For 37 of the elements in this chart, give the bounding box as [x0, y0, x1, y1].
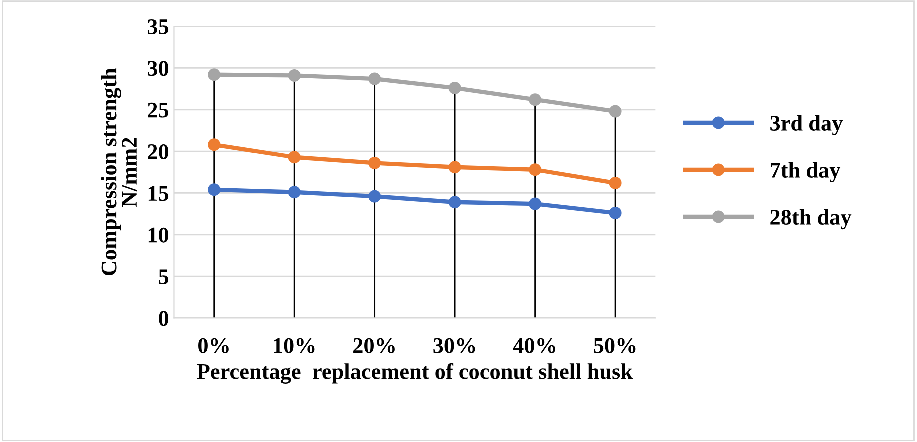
point [529, 94, 542, 106]
x-tick-label: 0% [198, 338, 229, 354]
point [288, 186, 301, 199]
y-tick-label: 10 [148, 228, 169, 243]
y-tick-label: 0 [159, 311, 169, 326]
point [609, 176, 622, 190]
y-tick-label: 30 [148, 61, 169, 76]
point [368, 190, 382, 203]
legend-label: 7th day [771, 162, 841, 183]
point [208, 184, 221, 196]
point [529, 198, 542, 210]
point [368, 156, 382, 170]
legend-label: 3rd day [770, 115, 843, 136]
point [288, 151, 301, 164]
x-tick-label: 30% [434, 338, 476, 354]
point [448, 196, 462, 209]
point [529, 164, 542, 176]
y-tick-label: 5 [159, 270, 169, 284]
point [448, 161, 462, 174]
y-tick-label: 35 [148, 20, 169, 34]
x-axis-title: Percentage replacement of coconut shell husk [197, 363, 633, 384]
y-tick-label: 15 [148, 186, 169, 202]
y-tick-label: 20 [148, 144, 169, 160]
point [288, 69, 301, 82]
point [208, 68, 221, 82]
point [448, 82, 462, 94]
x-tick-label: 40% [513, 338, 556, 354]
point [208, 138, 221, 152]
y-axis-title: Compression strength N/mm2 [101, 68, 138, 276]
x-tick-label: 10% [274, 338, 315, 354]
legend-label: 28th day [770, 209, 852, 230]
x-tick-label: 50% [594, 338, 636, 354]
point [609, 105, 622, 118]
y-tick-label: 25 [148, 102, 169, 118]
point [368, 72, 382, 86]
point [609, 206, 622, 220]
x-tick-label: 20% [354, 338, 395, 354]
